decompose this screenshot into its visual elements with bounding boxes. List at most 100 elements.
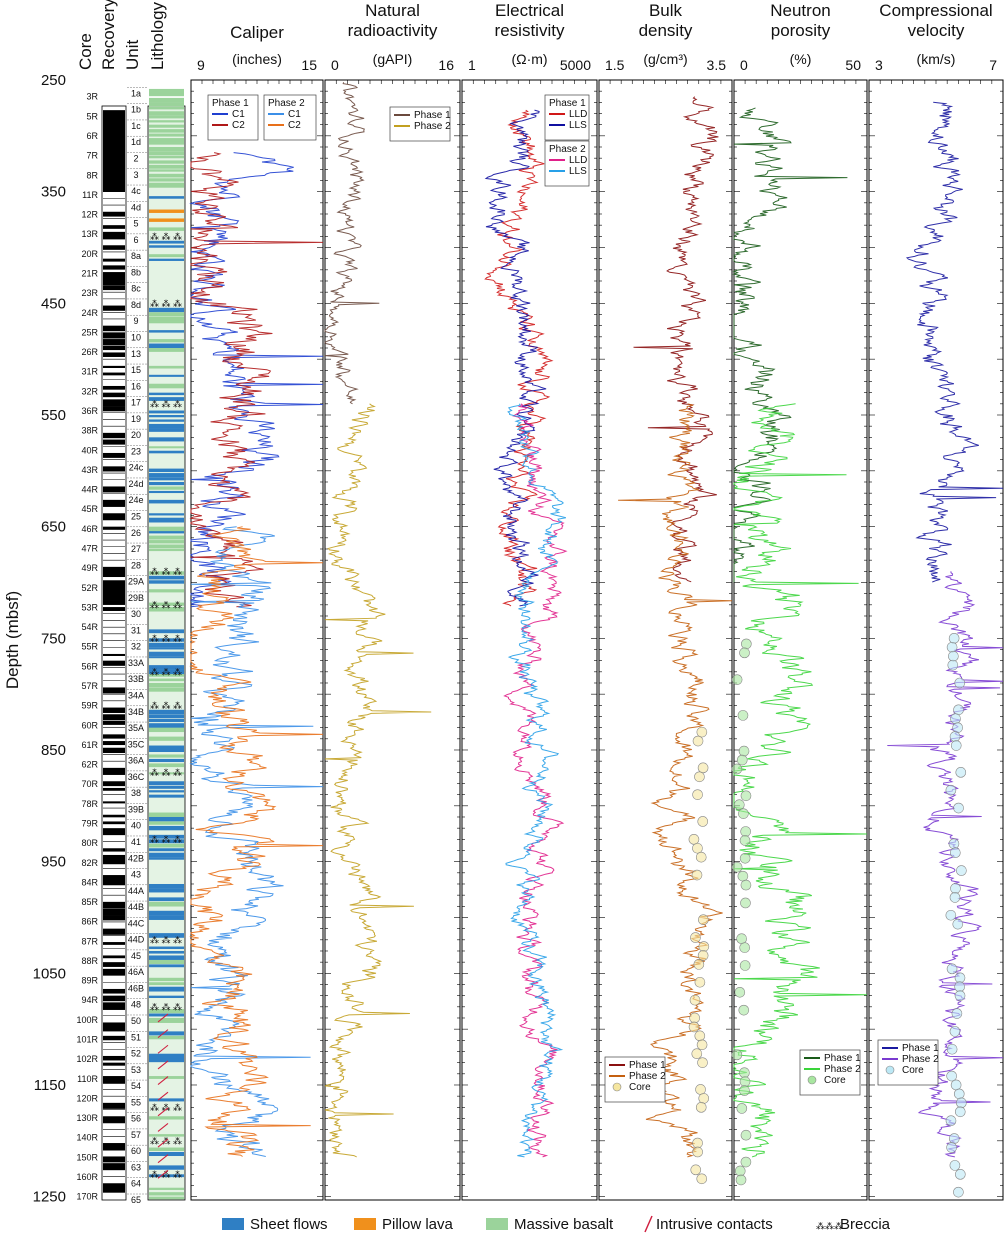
lithology-interval	[149, 843, 184, 848]
lithology-interval	[149, 647, 184, 650]
core-point	[734, 1165, 746, 1177]
core-point	[946, 641, 958, 653]
core-label: 79R	[81, 818, 98, 828]
lithology-interval	[149, 955, 184, 961]
legend-label: Intrusive contacts	[656, 1216, 773, 1233]
lithology-interval	[149, 535, 184, 540]
core-label: 8R	[86, 170, 98, 180]
lithology-interval	[149, 544, 184, 549]
recovery-interval	[103, 225, 125, 229]
lithology-interval	[149, 383, 184, 389]
recovery-interval	[103, 586, 125, 595]
core-point	[690, 932, 701, 943]
legend-swatch	[807, 1075, 817, 1085]
recovery-interval	[103, 399, 125, 407]
core-point	[955, 767, 967, 778]
lithology-interval	[149, 1196, 184, 1200]
lithology-interval	[149, 1035, 184, 1040]
track-title: Electrical	[495, 1, 564, 20]
core-label: 59R	[81, 701, 98, 711]
legend-label: LLD	[569, 109, 587, 120]
lithology-interval	[149, 481, 184, 486]
recovery-interval	[103, 881, 125, 886]
legend-swatch	[885, 1065, 895, 1075]
unit-label: 10	[131, 333, 141, 343]
lithology-interval	[149, 986, 184, 992]
core-point	[946, 1043, 958, 1055]
recovery-interval	[103, 1189, 125, 1193]
core-point	[739, 942, 750, 953]
legend-label: Massive basalt	[514, 1216, 614, 1233]
lithology-interval	[149, 589, 184, 593]
lithology-interval	[149, 258, 184, 261]
legend-label: Phase 2	[414, 121, 451, 132]
legend-title: Phase 1	[212, 98, 249, 109]
recovery-interval	[103, 385, 125, 390]
core-label: 78R	[81, 799, 98, 809]
recovery-interval	[103, 607, 125, 611]
unit-label: 8a	[131, 251, 141, 261]
series-line-phase-2	[732, 403, 868, 1158]
legend-swatch	[612, 1082, 622, 1092]
core-point	[694, 1030, 706, 1042]
core-label: 94R	[81, 995, 98, 1005]
breccia-symbol: ⁂ ⁂ ⁂	[150, 1002, 182, 1012]
core-label: 31R	[81, 367, 98, 377]
unit-label: 35C	[128, 739, 145, 749]
recovery-interval	[103, 741, 125, 746]
intrusive-contact	[157, 1060, 169, 1070]
lithology-interval	[149, 964, 184, 968]
lithology-interval	[149, 758, 184, 763]
core-point	[737, 870, 749, 882]
recovery-interval	[103, 848, 125, 852]
lithology-interval	[149, 477, 184, 481]
lithology-interval	[149, 245, 184, 248]
core-point	[741, 638, 752, 650]
lithology-interval	[149, 1017, 184, 1023]
core-point	[734, 987, 746, 998]
recovery-interval	[103, 787, 125, 791]
core-point	[698, 1093, 710, 1104]
core-point	[738, 808, 749, 819]
x-tick-label: 0	[331, 57, 339, 73]
track-units: (Ω·m)	[511, 51, 547, 67]
lithology-interval	[149, 486, 184, 490]
core-point	[740, 826, 751, 837]
core-point	[736, 1103, 748, 1114]
core-point	[950, 883, 961, 894]
depth-tick-label: 250	[41, 72, 66, 89]
recovery-interval	[103, 593, 125, 601]
unit-label: 15	[131, 365, 141, 375]
track-frame	[868, 79, 1004, 1201]
depth-tick-label: 1150	[34, 1077, 66, 1094]
lithology-interval	[149, 1165, 184, 1170]
unit-label: 39B	[128, 804, 144, 814]
core-point	[948, 650, 959, 662]
recovery-interval	[103, 901, 125, 909]
x-tick-label: 1.5	[605, 57, 625, 73]
track-frame	[733, 79, 868, 1201]
lithology-interval	[149, 709, 184, 715]
core-point	[697, 950, 709, 961]
unit-label: 34A	[128, 691, 144, 701]
series-line-phase-2-lls	[505, 403, 567, 1158]
series-line-phase-1	[633, 96, 719, 583]
track-title: Compressional	[879, 1, 992, 20]
recovery-interval	[103, 714, 125, 721]
track-title: density	[639, 21, 693, 40]
core-label: 24R	[81, 308, 98, 318]
core-point	[950, 1079, 962, 1091]
core-point	[954, 990, 966, 1001]
unit-label: 24d	[128, 479, 143, 489]
core-label: 85R	[81, 897, 98, 907]
lithology-interval	[149, 392, 184, 396]
core-label: 61R	[81, 740, 98, 750]
unit-label: 55	[131, 1097, 141, 1107]
lithology-interval	[149, 1174, 184, 1178]
core-point	[692, 1137, 703, 1149]
recovery-interval	[103, 231, 125, 240]
recovery-interval	[103, 1163, 125, 1171]
track-title: Caliper	[230, 23, 284, 42]
